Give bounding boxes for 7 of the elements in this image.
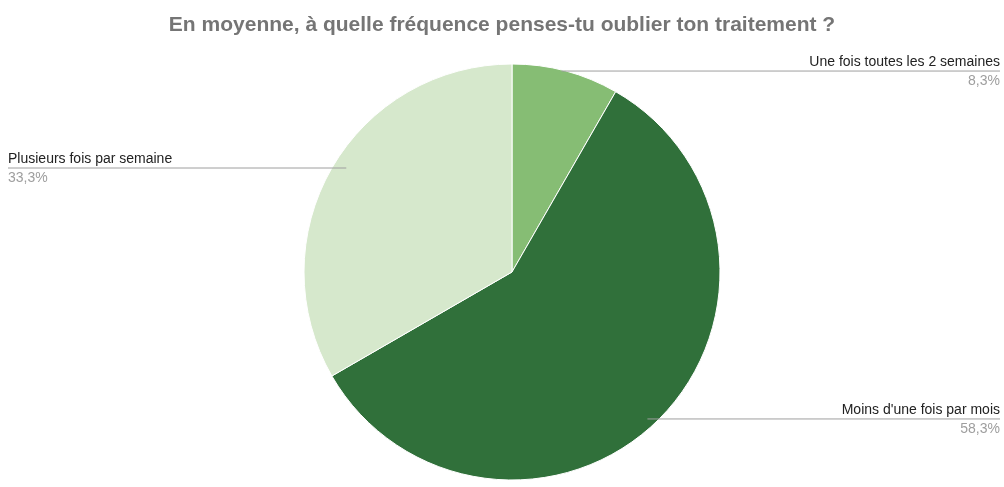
slice-label: Une fois toutes les 2 semaines	[809, 53, 1000, 70]
data-label: 58,3%	[960, 419, 1000, 436]
slice-label: Moins d'une fois par mois	[841, 400, 1000, 417]
data-label: 33,3%	[8, 169, 48, 185]
chart-title: En moyenne, à quelle fréquence penses-tu oublier ton traitement ?	[168, 12, 836, 35]
data-label: 8,3%	[968, 72, 1000, 89]
slice-label: Plusieurs fois par semaine	[8, 150, 173, 166]
